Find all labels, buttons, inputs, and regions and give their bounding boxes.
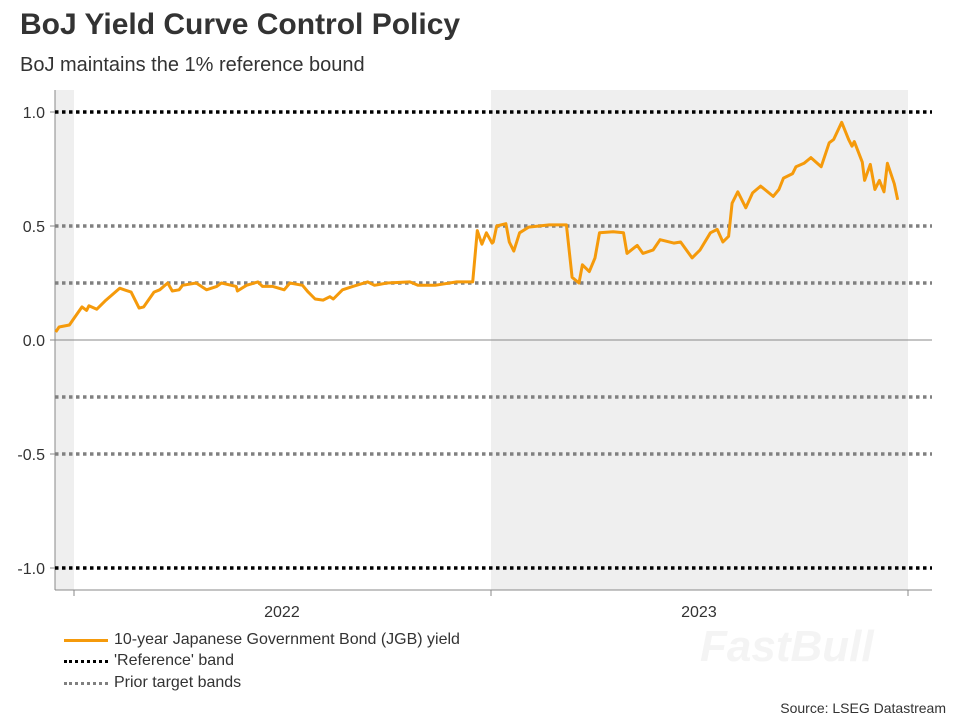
y-tick-label: 0.0 — [23, 333, 45, 350]
x-tick-label: 2023 — [681, 604, 717, 621]
jgb-yield-line — [54, 120, 900, 333]
y-tick-label: 0.5 — [23, 219, 45, 236]
y-tick-label: -0.5 — [17, 447, 45, 464]
legend-label: 'Reference' band — [114, 652, 234, 669]
legend-item-reference-band: 'Reference' band — [64, 652, 234, 670]
watermark-logo: FastBull — [700, 622, 874, 671]
legend-swatch-prior — [64, 681, 108, 685]
legend-swatch-reference — [64, 659, 108, 663]
chart-title: BoJ Yield Curve Control Policy — [20, 8, 461, 41]
legend-label: 10-year Japanese Government Bond (JGB) y… — [114, 631, 460, 648]
y-tick-label: -1.0 — [17, 561, 45, 578]
x-tick-label: 2022 — [264, 604, 300, 621]
legend-item-prior-bands: Prior target bands — [64, 674, 241, 692]
source-note: Source: LSEG Datastream — [780, 700, 946, 716]
legend-label: Prior target bands — [114, 674, 242, 691]
chart-subtitle: BoJ maintains the 1% reference bound — [20, 54, 365, 76]
legend-item-jgb-yield: 10-year Japanese Government Bond (JGB) y… — [64, 631, 460, 649]
legend-swatch-yield — [64, 638, 108, 642]
y-tick-label: 1.0 — [23, 105, 45, 122]
